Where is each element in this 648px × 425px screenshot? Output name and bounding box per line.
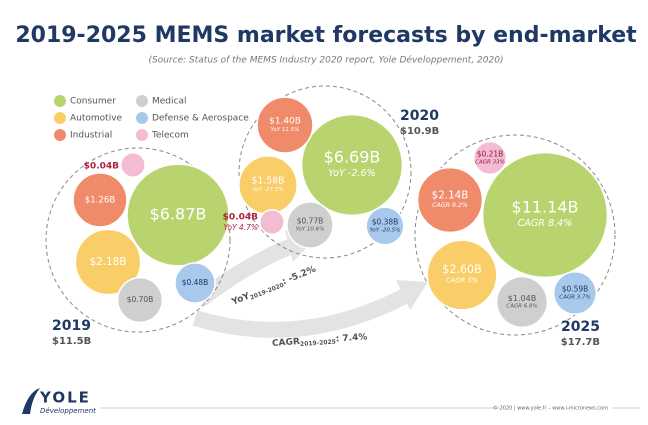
legend-swatch: [136, 95, 148, 107]
bubble-note: YoY 10.6%: [296, 226, 325, 232]
cluster-total: $10.9B: [400, 126, 439, 137]
logo-mark: [22, 388, 40, 414]
legend-swatch: [136, 112, 148, 124]
bubble-note: CAGR 8.4%: [518, 218, 573, 229]
cluster-outline: [414, 134, 616, 336]
bubble-value: $0.70B: [127, 295, 154, 304]
bubble-value: $1.26B: [85, 196, 116, 206]
legend-label: Defense & Aerospace: [152, 114, 249, 124]
bubble-value: $6.69B: [324, 147, 381, 166]
bubble: [300, 113, 404, 217]
legend-label: Telecom: [151, 131, 189, 141]
bubble: [126, 163, 230, 267]
bubble-value: $0.38B: [372, 218, 399, 227]
legend-swatch: [54, 129, 66, 141]
bubble-note: YoY 11.5%: [271, 127, 300, 133]
cluster-outline: [45, 147, 231, 333]
subtitle: (Source: Status of the MEMS Industry 202…: [149, 55, 504, 66]
logo: YOLE: [39, 389, 91, 407]
cluster-outline: [238, 85, 412, 259]
bubble: [426, 239, 498, 311]
bubble-note: CAGR 9.2%: [432, 202, 468, 209]
legend-swatch: [54, 112, 66, 124]
bubble-value: $0.48B: [182, 278, 209, 287]
bubble-value: $2.60B: [442, 263, 481, 276]
bubble: [495, 275, 549, 329]
bubble-value: $1.58B: [252, 175, 285, 186]
bubble-value: $2.18B: [90, 256, 127, 268]
arrow-value: : 7.4%: [335, 332, 367, 344]
bubble-note: CAGR 3%: [446, 277, 478, 285]
bubble-note: CAGR 3.7%: [559, 294, 590, 300]
legend-label: Medical: [152, 97, 186, 107]
bubble-value: $11.14B: [512, 197, 579, 216]
bubble: [365, 206, 405, 246]
bubble-note: YoY -2.6%: [328, 168, 375, 179]
title: 2019-2025 MEMS market forecasts by end-m…: [15, 23, 637, 48]
legend-swatch: [136, 129, 148, 141]
bubble-value: $1.04B: [508, 293, 537, 303]
bubble: [481, 151, 609, 279]
bubble-note: YoY -20.5%: [370, 227, 401, 233]
arrow-cagr: [192, 288, 409, 338]
arrow-head: [396, 280, 428, 310]
bubble-note: YoY -27.5%: [252, 187, 283, 193]
bubble-value: $0.04B: [223, 213, 258, 223]
bubble-value: $6.87B: [150, 205, 207, 224]
bubble-note: YoY 4.7%: [224, 223, 258, 232]
cluster-year: 2019: [52, 318, 91, 334]
cluster-total: $17.7B: [561, 337, 600, 348]
bubble: [552, 270, 598, 316]
cluster-year: 2025: [561, 319, 600, 335]
bubble: [256, 96, 314, 154]
logo-sub: Développement: [40, 407, 96, 415]
legend-label: Automotive: [70, 114, 123, 124]
bubble-value: $2.14B: [432, 189, 469, 201]
legend-swatch: [54, 95, 66, 107]
bubble: [259, 209, 285, 235]
bubble: [286, 201, 334, 249]
bubble-value: $1.40B: [269, 116, 301, 126]
bubble: [472, 140, 508, 176]
bubble-value: $0.77B: [297, 217, 324, 226]
bubble: [74, 228, 142, 296]
arrow-label: CAGR2019-2025: 7.4%: [272, 332, 368, 350]
arrow-metric: CAGR: [272, 337, 301, 349]
bubble-value: $0.59B: [562, 285, 589, 294]
bubble-value: $0.21B: [477, 150, 504, 159]
legend-label: Industrial: [70, 131, 112, 141]
bubble: [416, 166, 484, 234]
bubble: [72, 172, 128, 228]
bubble-value: $0.04B: [84, 162, 119, 172]
bubble: [174, 262, 216, 304]
cluster-total: $11.5B: [52, 336, 91, 347]
bubble: [116, 276, 164, 324]
credits: © 2020 | www.yole.fr – www.i-micronews.c…: [493, 405, 608, 412]
bubble: [120, 152, 146, 178]
legend-label: Consumer: [70, 97, 116, 107]
bubble-note: CAGR 6.8%: [506, 304, 537, 310]
cluster-year: 2020: [400, 108, 439, 124]
arrow-period: 2019-2025: [300, 338, 336, 347]
bubble-note: CAGR 33%: [475, 159, 505, 165]
